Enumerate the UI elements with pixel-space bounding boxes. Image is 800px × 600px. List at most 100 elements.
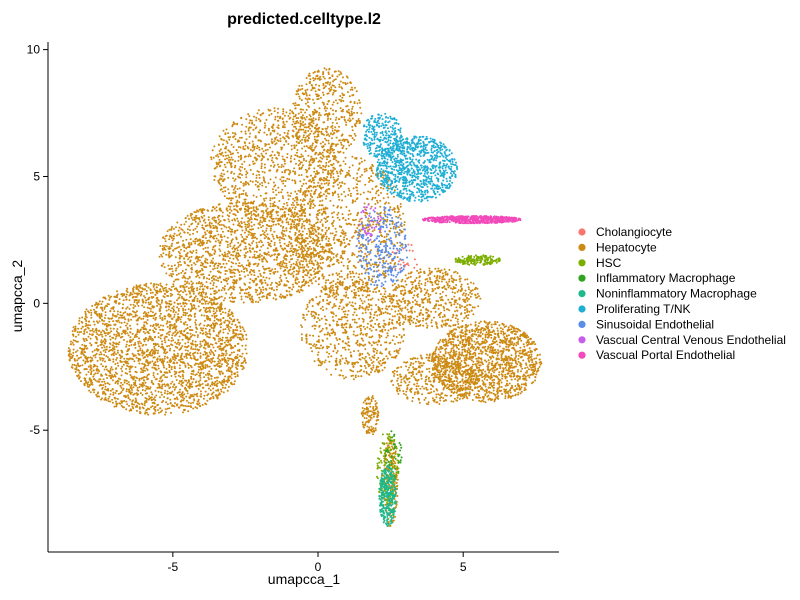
point [234, 344, 237, 347]
point [136, 386, 139, 389]
point [213, 360, 216, 363]
point [84, 355, 87, 358]
point [244, 223, 247, 226]
point [99, 316, 101, 318]
point [315, 157, 318, 160]
point [156, 373, 159, 375]
point [84, 318, 87, 321]
point [89, 337, 92, 340]
point [161, 245, 164, 247]
point [109, 309, 112, 312]
point [121, 365, 124, 368]
point [241, 289, 244, 291]
point [82, 337, 85, 340]
point [180, 223, 183, 226]
point [230, 261, 233, 264]
point [304, 150, 307, 153]
point [290, 215, 293, 218]
point [273, 241, 276, 244]
point [98, 353, 101, 356]
point [248, 261, 251, 264]
point [204, 331, 207, 334]
point [258, 293, 261, 295]
point [163, 392, 166, 395]
point [269, 109, 272, 112]
point [240, 298, 243, 301]
point [261, 112, 264, 115]
point [313, 255, 316, 258]
point [279, 293, 282, 296]
point [270, 112, 273, 115]
point [119, 314, 122, 317]
point [215, 298, 218, 300]
point [199, 331, 202, 334]
point [126, 328, 129, 331]
point [284, 207, 287, 210]
point [154, 364, 157, 367]
point [177, 313, 180, 316]
point [208, 370, 211, 373]
point [218, 354, 220, 356]
point [215, 285, 218, 288]
point [171, 318, 174, 320]
point [202, 372, 205, 374]
point [132, 338, 135, 341]
point [213, 325, 216, 328]
point [125, 343, 128, 346]
point [181, 352, 183, 355]
point [253, 145, 256, 148]
point [177, 293, 180, 296]
point [145, 285, 148, 288]
point [112, 320, 115, 323]
point [298, 270, 301, 273]
point [208, 254, 211, 257]
point [173, 405, 176, 408]
point [271, 209, 274, 212]
point [193, 364, 196, 366]
point [138, 353, 140, 356]
point [293, 225, 295, 228]
point [115, 300, 118, 303]
point [146, 315, 149, 318]
point [256, 289, 259, 292]
point [274, 176, 277, 179]
point [286, 135, 289, 138]
point [226, 255, 229, 258]
point [237, 264, 240, 267]
point [88, 385, 90, 388]
point [178, 382, 181, 385]
point [282, 270, 285, 273]
point [291, 179, 294, 182]
point [89, 359, 92, 362]
point [263, 122, 266, 125]
point [182, 371, 185, 374]
point [143, 352, 145, 355]
point [115, 405, 118, 408]
point [131, 332, 134, 335]
point [257, 109, 260, 112]
point [265, 229, 268, 232]
point [244, 180, 247, 183]
point [287, 221, 290, 224]
point [277, 124, 280, 127]
point [216, 357, 219, 360]
point [210, 230, 213, 233]
point [307, 284, 310, 287]
point [217, 340, 220, 343]
point [273, 140, 276, 143]
point [314, 190, 317, 193]
point [178, 254, 181, 257]
point [261, 230, 264, 232]
point [125, 367, 128, 370]
point [190, 342, 192, 345]
point [202, 273, 205, 276]
point [159, 407, 162, 410]
point [143, 311, 146, 313]
point [190, 223, 193, 226]
point [310, 189, 313, 192]
point [203, 208, 206, 211]
point [255, 241, 258, 244]
point [228, 314, 231, 316]
point [221, 381, 223, 384]
point [307, 281, 310, 284]
